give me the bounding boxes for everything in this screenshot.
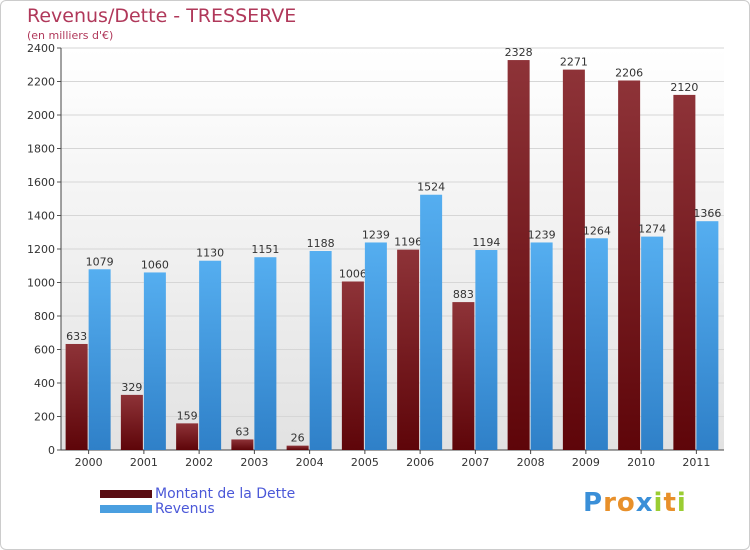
x-tick-label: 2006 xyxy=(406,456,434,469)
legend-swatch-dette xyxy=(100,489,152,498)
bar-revenus xyxy=(641,236,664,450)
bar-revenus xyxy=(309,251,332,450)
logo-letter: r xyxy=(603,488,617,518)
bar-revenus xyxy=(530,242,553,450)
logo-letter: i xyxy=(653,488,664,518)
data-label: 1366 xyxy=(693,207,721,220)
bar-dette xyxy=(562,69,585,451)
bar-revenus xyxy=(364,242,387,450)
logo-letter: t xyxy=(663,488,677,518)
data-label: 1006 xyxy=(339,267,367,280)
y-tick-label: 1000 xyxy=(27,277,55,290)
x-tick-label: 2003 xyxy=(240,456,268,469)
y-tick-label: 800 xyxy=(34,310,55,323)
legend-item-revenus: Revenus xyxy=(100,500,295,517)
logo-letter: o xyxy=(616,488,636,518)
bar-dette xyxy=(231,439,254,450)
bar-revenus xyxy=(475,250,498,450)
bar-revenus xyxy=(199,260,222,450)
bar-dette xyxy=(65,343,88,450)
x-tick-label: 2004 xyxy=(296,456,324,469)
data-label: 1264 xyxy=(583,224,611,237)
bar-dette xyxy=(120,394,143,450)
data-label: 1188 xyxy=(307,237,335,250)
data-label: 883 xyxy=(453,288,474,301)
data-label: 1079 xyxy=(86,255,114,268)
legend: Montant de la Dette Revenus xyxy=(100,485,296,517)
chart-subtitle: (en milliers d'€) xyxy=(27,29,114,42)
data-label: 1274 xyxy=(638,223,666,236)
data-label: 1130 xyxy=(196,247,224,260)
legend-label-dette: Montant de la Dette xyxy=(155,485,296,502)
data-label: 1060 xyxy=(141,258,169,271)
bar-dette xyxy=(341,281,364,450)
data-label: 2271 xyxy=(560,56,588,69)
logo-letter: P xyxy=(583,488,604,518)
x-tick-label: 2007 xyxy=(461,456,489,469)
data-label: 2328 xyxy=(505,46,533,59)
bar-revenus xyxy=(585,238,608,450)
bar-dette xyxy=(176,423,199,450)
x-tick-label: 2005 xyxy=(351,456,379,469)
bar-revenus xyxy=(420,194,443,450)
data-label: 2120 xyxy=(670,81,698,94)
data-label: 63 xyxy=(235,425,249,438)
y-tick-label: 0 xyxy=(48,444,55,457)
bar-dette xyxy=(618,80,641,451)
legend-swatch-revenus xyxy=(100,504,152,513)
x-tick-label: 2010 xyxy=(627,456,655,469)
data-label: 1151 xyxy=(251,243,279,256)
data-label: 2206 xyxy=(615,66,643,79)
bar-dette xyxy=(507,60,530,451)
chart-title: Revenus/Dette - TRESSERVE xyxy=(27,5,297,27)
bar-revenus xyxy=(88,269,111,450)
y-tick-label: 2200 xyxy=(27,76,55,89)
y-tick-label: 1800 xyxy=(27,143,55,156)
logo-letter: x xyxy=(635,488,654,518)
data-label: 633 xyxy=(66,330,87,343)
x-tick-label: 2008 xyxy=(517,456,545,469)
y-tick-label: 1200 xyxy=(27,243,55,256)
x-tick-label: 2001 xyxy=(130,456,158,469)
y-tick-label: 2400 xyxy=(27,42,55,55)
bar-revenus xyxy=(696,221,719,450)
data-label: 26 xyxy=(291,432,305,445)
data-label: 1239 xyxy=(362,228,390,241)
legend-item-dette: Montant de la Dette xyxy=(100,485,296,502)
y-tick-label: 600 xyxy=(34,344,55,357)
data-label: 1196 xyxy=(394,236,422,249)
x-tick-label: 2009 xyxy=(572,456,600,469)
data-label: 1524 xyxy=(417,181,445,194)
y-tick-label: 1600 xyxy=(27,176,55,189)
x-tick-label: 2002 xyxy=(185,456,213,469)
y-tick-label: 2000 xyxy=(27,109,55,122)
bar-dette xyxy=(397,249,420,450)
x-tick-label: 2000 xyxy=(75,456,103,469)
bar-dette xyxy=(452,302,475,450)
data-label: 1194 xyxy=(472,236,500,249)
y-tick-label: 1400 xyxy=(27,210,55,223)
legend-label-revenus: Revenus xyxy=(155,500,215,517)
bar-dette xyxy=(286,445,309,450)
data-label: 159 xyxy=(177,409,198,422)
proxiti-logo: Proxiti xyxy=(583,488,687,518)
x-tick-label: 2011 xyxy=(682,456,710,469)
bar-revenus xyxy=(143,272,166,450)
bar-revenus xyxy=(254,257,277,450)
y-tick-label: 200 xyxy=(34,411,55,424)
logo-letter: i xyxy=(676,488,687,518)
y-tick-label: 400 xyxy=(34,377,55,390)
data-label: 329 xyxy=(121,381,142,394)
bar-dette xyxy=(673,94,696,451)
data-label: 1239 xyxy=(528,228,556,241)
